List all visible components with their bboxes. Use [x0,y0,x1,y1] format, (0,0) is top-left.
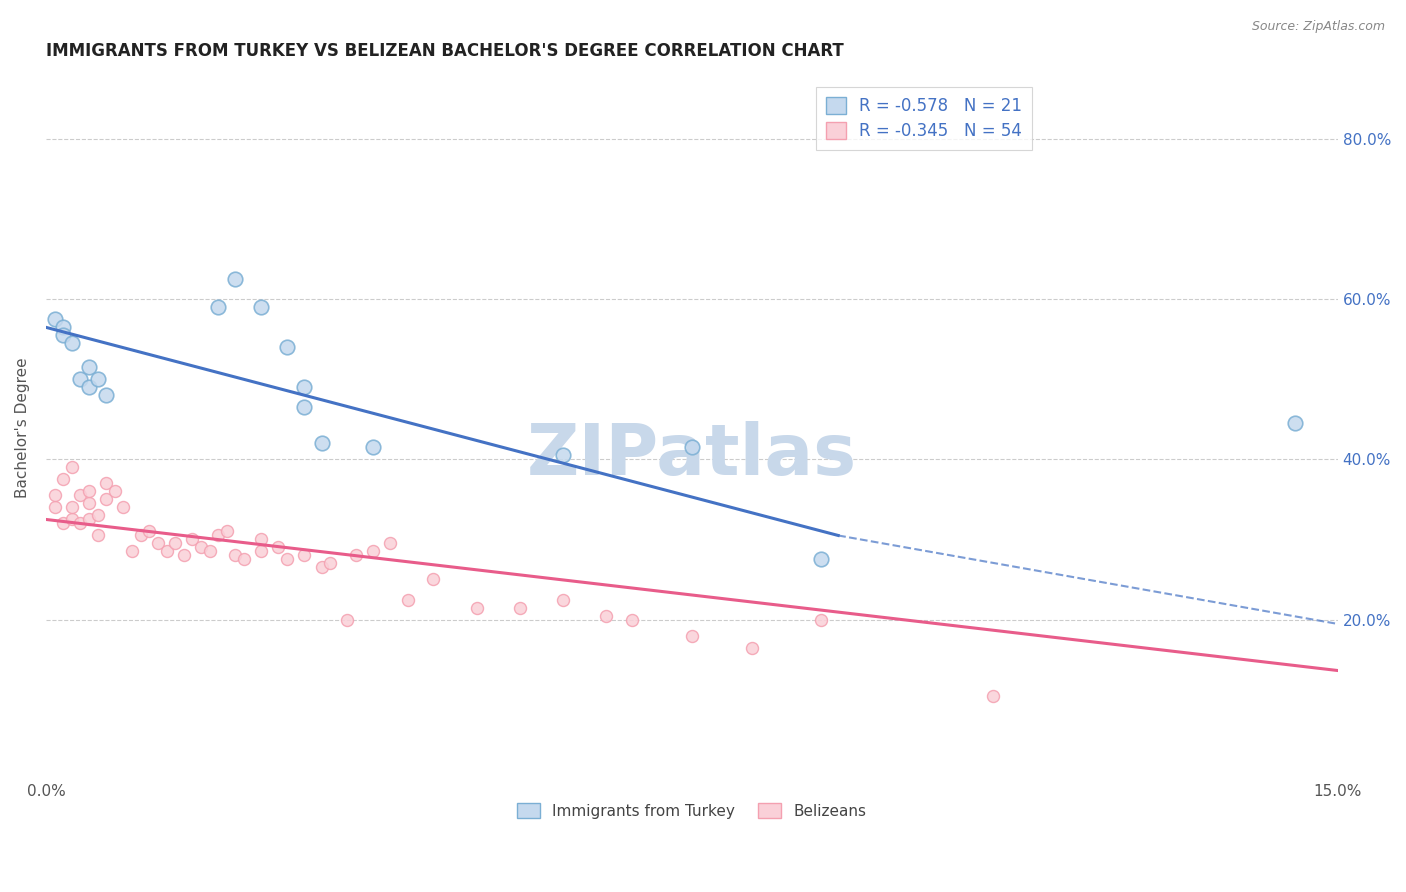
Point [173,549,195,563]
Point [52,472,75,486]
Point [250,544,273,558]
Point [233,552,256,566]
Point [77,512,100,526]
Point [77,380,100,394]
Point [681,628,703,642]
Y-axis label: Bachelor's Degree: Bachelor's Degree [15,357,30,498]
Point [292,549,315,563]
Point [344,549,367,563]
Point [52,328,75,343]
Point [207,301,229,315]
Point [250,533,273,547]
Point [810,552,832,566]
Point [129,528,152,542]
Point [215,524,238,539]
Point [60,460,83,475]
Point [276,340,298,354]
Point [86,508,108,523]
Point [69,488,91,502]
Point [44,312,66,326]
Point [96,492,118,507]
Point [138,524,160,539]
Point [77,360,100,375]
Point [620,613,643,627]
Point [112,500,135,515]
Point [207,528,229,542]
Point [77,484,100,499]
Point [165,536,187,550]
Point [52,516,75,531]
Point [509,600,531,615]
Point [224,549,246,563]
Point [292,401,315,415]
Point [181,533,204,547]
Point [361,441,384,455]
Point [52,320,75,334]
Point [267,541,290,555]
Point [981,689,1004,703]
Point [595,608,617,623]
Point [96,476,118,491]
Text: Source: ZipAtlas.com: Source: ZipAtlas.com [1251,20,1385,33]
Point [60,336,83,351]
Point [77,496,100,510]
Point [810,613,832,627]
Point [69,372,91,386]
Point [311,560,333,574]
Text: IMMIGRANTS FROM TURKEY VS BELIZEAN BACHELOR'S DEGREE CORRELATION CHART: IMMIGRANTS FROM TURKEY VS BELIZEAN BACHE… [46,42,844,60]
Point [319,557,342,571]
Point [551,449,574,463]
Legend: Immigrants from Turkey, Belizeans: Immigrants from Turkey, Belizeans [512,797,873,825]
Point [551,592,574,607]
Point [121,544,143,558]
Point [86,528,108,542]
Point [44,500,66,515]
Point [60,500,83,515]
Point [146,536,169,550]
Point [380,536,402,550]
Point [190,541,212,555]
Point [292,380,315,394]
Text: ZIPatlas: ZIPatlas [527,421,856,490]
Point [465,600,488,615]
Point [60,512,83,526]
Point [96,388,118,402]
Point [104,484,127,499]
Point [250,301,273,315]
Point [69,516,91,531]
Point [86,372,108,386]
Point [396,592,419,607]
Point [155,544,177,558]
Point [224,272,246,286]
Point [198,544,221,558]
Point [336,613,359,627]
Point [311,436,333,450]
Point [681,441,703,455]
Point [361,544,384,558]
Point [276,552,298,566]
Point [1284,417,1306,431]
Point [44,488,66,502]
Point [741,640,763,655]
Point [422,573,444,587]
